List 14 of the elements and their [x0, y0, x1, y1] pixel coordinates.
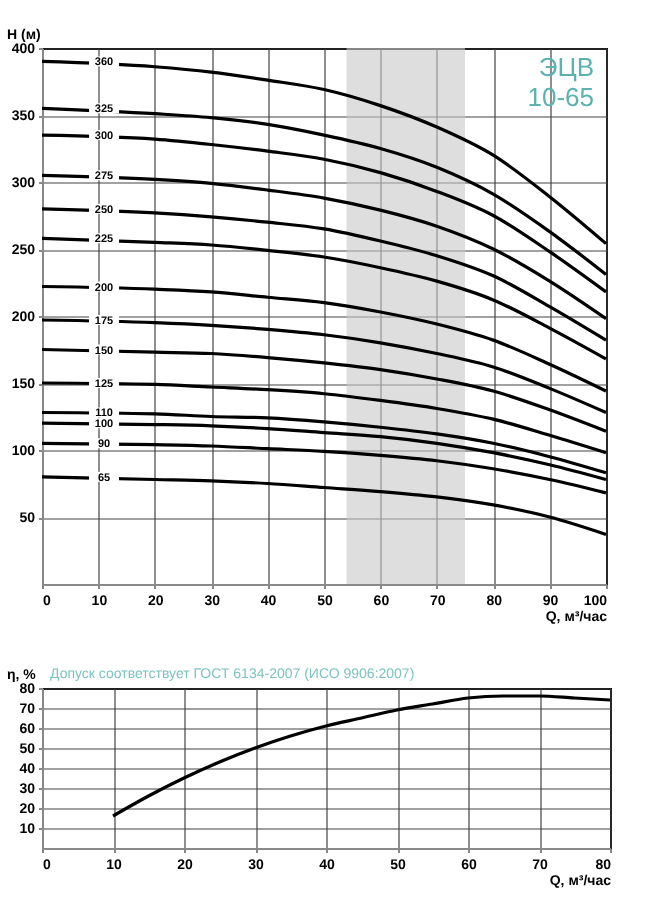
line-series [40, 347, 608, 433]
line-series [40, 236, 608, 361]
line-series [40, 284, 608, 393]
line-series [40, 381, 608, 455]
line-series [40, 475, 608, 537]
line-series [40, 207, 608, 342]
line-series [40, 318, 608, 415]
line-series [40, 173, 608, 321]
line-series [40, 59, 608, 246]
line-series [40, 441, 608, 495]
line-series [40, 106, 608, 277]
line-series [111, 694, 612, 818]
line-series [40, 133, 608, 294]
line-series [40, 410, 608, 475]
